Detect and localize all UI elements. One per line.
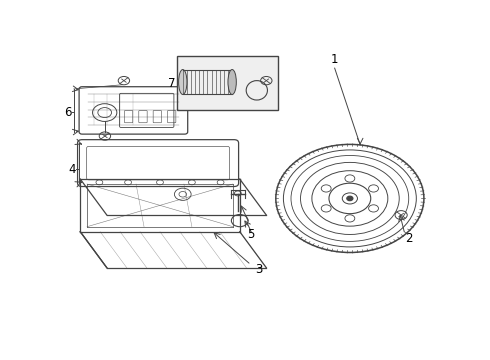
Text: 7: 7 (168, 77, 175, 90)
Text: 1: 1 (331, 53, 339, 66)
Text: 2: 2 (405, 232, 413, 245)
Circle shape (347, 196, 353, 201)
Bar (177, 56, 278, 110)
Ellipse shape (178, 69, 187, 94)
Text: 3: 3 (255, 262, 263, 276)
Ellipse shape (228, 69, 236, 94)
Text: 4: 4 (68, 163, 75, 176)
Text: 6: 6 (64, 106, 72, 119)
Text: 5: 5 (247, 228, 255, 241)
